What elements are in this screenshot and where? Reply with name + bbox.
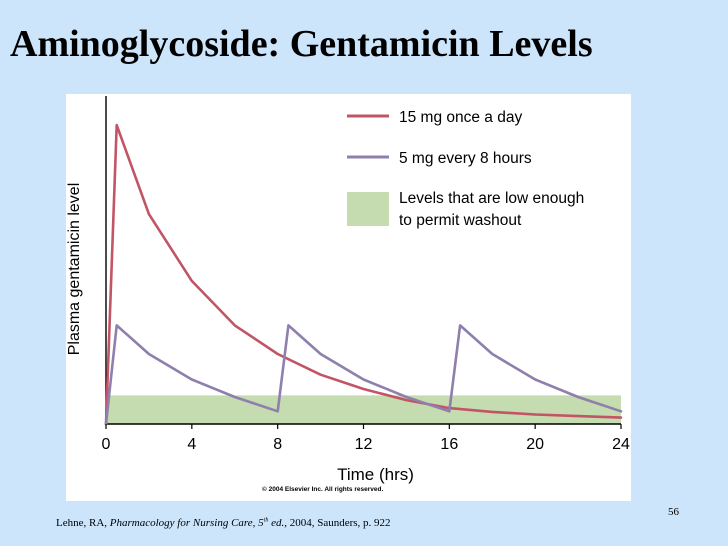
citation-edition-tail: ed., [268, 517, 287, 529]
citation-book-title: Pharmacology for Nursing Care, 5 [109, 517, 264, 529]
citation: Lehne, RA, Pharmacology for Nursing Care… [56, 517, 391, 529]
citation-edition-sup: th [263, 517, 269, 524]
x-tick-label: 16 [440, 436, 458, 453]
chart-panel: 0 4 8 12 16 20 24 Time (hrs) Plasma gentamicin … [66, 94, 631, 501]
legend-label-once-daily: 15 mg once a day [399, 109, 522, 126]
y-axis-label: Plasma gentamicin level [66, 183, 83, 356]
citation-author: Lehne, RA, [56, 517, 110, 529]
x-tick-label: 20 [526, 436, 544, 453]
washout-band [107, 395, 621, 424]
x-tick-label: 4 [187, 436, 196, 453]
series-line-once-daily [104, 123, 623, 426]
slide-title: Aminoglycoside: Gentamicin Levels [10, 23, 593, 65]
gentamicin-chart: 0 4 8 12 16 20 24 Time (hrs) Plasma gentamicin … [66, 96, 630, 484]
x-tick-label: 8 [273, 436, 282, 453]
legend-label-washout-line2: to permit washout [399, 212, 522, 229]
x-tick-label: 12 [355, 436, 373, 453]
citation-book: Pharmacology for Nursing Care, 5th ed., [110, 517, 287, 529]
x-axis-label: Time (hrs) [337, 465, 414, 484]
legend-label-washout: Levels that are low enough [399, 190, 584, 207]
series-line-every-8h [104, 324, 623, 426]
copyright-notice: © 2004 Elsevier Inc. All rights reserved… [262, 486, 384, 493]
slide-number: 56 [668, 506, 679, 518]
legend-swatch-washout [347, 192, 389, 226]
citation-rest: 2004, Saunders, p. 922 [286, 517, 391, 529]
x-tick-label: 0 [102, 436, 111, 453]
legend-label-every-8h: 5 mg every 8 hours [399, 150, 532, 167]
x-tick-label: 24 [612, 436, 630, 453]
